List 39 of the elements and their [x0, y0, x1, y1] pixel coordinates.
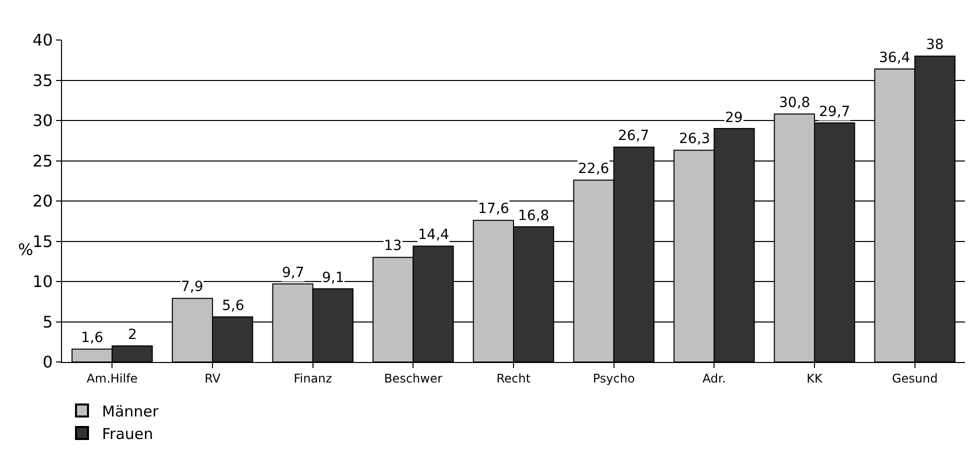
data-label: 36,4	[879, 50, 910, 66]
legend-label: Männer	[102, 402, 160, 420]
y-tick-label: 25	[32, 151, 53, 170]
data-label: 26,3	[679, 131, 710, 147]
x-tick-label: Adr.	[702, 371, 726, 386]
data-label: 9,1	[322, 270, 344, 286]
data-label: 9,7	[282, 265, 304, 281]
x-tick-label: Beschwer	[384, 371, 442, 386]
data-label: 29	[725, 110, 743, 126]
legend-label: Frauen	[102, 424, 154, 443]
data-label: 16,8	[518, 208, 550, 224]
data-label: 13	[384, 238, 402, 254]
y-axis-title: %	[18, 240, 34, 259]
data-label: 17,6	[478, 201, 510, 217]
y-tick-label: 0	[42, 352, 53, 372]
data-label: 7,9	[181, 279, 204, 295]
data-label: 29,7	[819, 104, 850, 120]
data-label: 2	[128, 327, 137, 343]
y-tick-label: 5	[42, 312, 53, 332]
y-tick-label: 40	[32, 30, 53, 50]
data-label: 5,6	[222, 298, 244, 314]
data-label: 38	[926, 37, 944, 53]
data-label: 30,8	[779, 95, 810, 111]
y-tick-label: 10	[32, 272, 53, 292]
data-label: 1,6	[81, 330, 104, 346]
y-tick-label: 35	[32, 70, 53, 90]
x-tick-label: RV	[204, 371, 222, 386]
x-tick-label: Finanz	[294, 371, 332, 386]
data-label: 22,6	[578, 161, 610, 177]
x-tick-label: Am.Hilfe	[86, 371, 138, 386]
y-tick-label: 15	[32, 232, 53, 251]
x-tick-label: Gesund	[892, 371, 938, 386]
data-label: 14,4	[418, 227, 450, 243]
y-tick-label: 30	[32, 111, 53, 130]
data-label: 26,7	[618, 128, 650, 144]
x-tick-label: Psycho	[592, 371, 635, 386]
x-tick-label: KK	[806, 371, 824, 386]
x-tick-label: Recht	[496, 371, 531, 386]
y-tick-label: 20	[32, 192, 53, 211]
